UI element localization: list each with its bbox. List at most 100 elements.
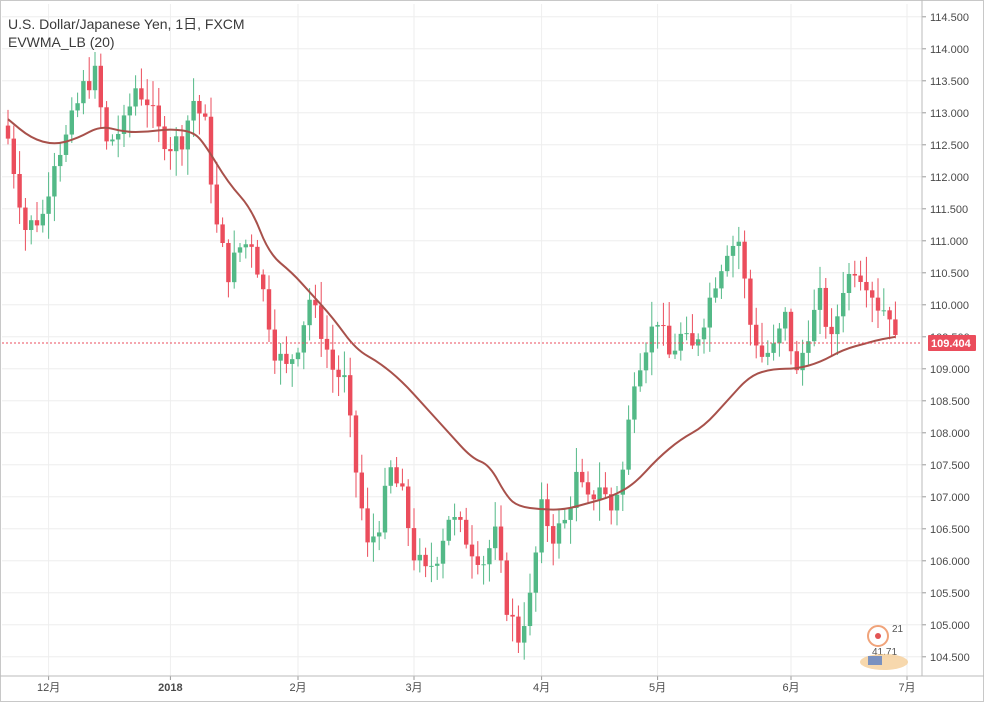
candle-up	[719, 264, 724, 299]
price-tick-label: 112.000	[930, 172, 969, 184]
price-axis[interactable]: 114.500 114.000 113.500 113.000 112.500 112.0…	[921, 0, 970, 676]
candle-up	[69, 97, 74, 143]
candle-down	[411, 508, 417, 571]
candle-up	[672, 333, 678, 360]
candle-down	[179, 125, 185, 166]
candle-down	[551, 514, 556, 566]
price-tick-label: 109.000	[930, 364, 970, 376]
price-tick-label: 113.000	[930, 108, 969, 120]
candle-up	[133, 75, 138, 116]
grid	[2, 4, 922, 676]
candle-down	[748, 269, 753, 346]
time-tick-label: 2月	[289, 682, 306, 694]
candle-down	[516, 605, 521, 654]
candle-down	[359, 454, 364, 521]
candle-down	[208, 97, 214, 204]
candle-down	[11, 125, 16, 189]
price-tick-label: 105.000	[930, 620, 970, 632]
candle-up	[841, 271, 846, 333]
candle-down	[580, 458, 585, 488]
candle-down	[870, 281, 875, 323]
candle-down	[139, 68, 144, 106]
time-axis[interactable]: 12月 2018 2月 3月 4月 5月 6月 7月	[0, 675, 984, 694]
price-tick-label: 113.500	[930, 76, 969, 88]
candle-up	[736, 226, 741, 270]
candle-up	[307, 288, 312, 341]
candle-up	[377, 520, 382, 551]
candle-up	[539, 482, 544, 564]
candle-up	[75, 92, 80, 118]
candle-down	[220, 217, 225, 248]
candle-down	[23, 198, 28, 251]
candle-down	[498, 505, 504, 573]
candle-up	[481, 555, 486, 585]
candle-up	[597, 462, 602, 521]
candle-down	[864, 256, 869, 308]
candle-up	[58, 142, 63, 182]
badge-icon: 21 41.71	[860, 624, 908, 670]
candle-up	[730, 235, 736, 278]
candle-down	[17, 151, 22, 224]
time-tick-label: 12月	[37, 682, 60, 694]
candle-up	[243, 239, 248, 259]
candle-down	[98, 53, 103, 128]
candle-down	[261, 269, 266, 302]
candle-up	[446, 515, 451, 546]
price-tick-label: 107.500	[930, 460, 970, 472]
candle-up	[846, 263, 852, 311]
candle-up	[835, 304, 840, 356]
candle-down	[475, 541, 480, 575]
candle-up	[417, 538, 422, 573]
candle-up	[487, 539, 492, 582]
candle-down	[400, 468, 405, 491]
price-tick-label: 106.000	[930, 556, 970, 568]
price-tick-label: 108.000	[930, 428, 970, 440]
price-tick-label: 107.000	[930, 492, 970, 504]
candle-down	[104, 101, 109, 150]
candle-up	[278, 343, 283, 385]
candle-down	[348, 357, 353, 438]
candle-down	[406, 479, 411, 547]
candle-up	[295, 347, 301, 367]
candle-up	[290, 354, 295, 387]
candle-down	[156, 87, 161, 143]
candle-up	[29, 215, 34, 245]
candle-up	[435, 556, 440, 580]
candle-down	[272, 309, 277, 374]
price-tick-label: 110.500	[930, 268, 969, 280]
candle-down	[197, 94, 202, 135]
candle-down	[585, 471, 591, 504]
time-tick-label: 4月	[533, 682, 550, 694]
candle-up	[92, 52, 98, 99]
candle-down	[823, 278, 828, 339]
candle-up	[556, 508, 562, 559]
candle-down	[423, 547, 428, 578]
candle-up	[127, 93, 132, 138]
candle-down	[603, 472, 608, 499]
candle-up	[429, 542, 434, 583]
candle-up	[620, 461, 625, 512]
candle-down	[162, 116, 167, 161]
candle-up	[301, 321, 306, 370]
candle-up	[881, 288, 886, 316]
last-price-value: 109.404	[931, 338, 972, 350]
last-price-label: 109.404	[928, 334, 976, 351]
candle-down	[591, 490, 596, 511]
candle-up	[626, 405, 631, 475]
candle-down	[458, 511, 463, 533]
candle-up	[632, 372, 637, 434]
candle-down	[284, 336, 289, 374]
legend-indicator[interactable]: EVWMA_LB (20)	[8, 34, 115, 50]
price-tick-label: 114.500	[930, 12, 969, 24]
candle-up	[771, 324, 776, 361]
candle-down	[754, 307, 759, 359]
watermark-line1: 21	[892, 624, 904, 635]
candle-up	[191, 78, 196, 137]
candles	[5, 52, 898, 660]
candle-down	[394, 456, 399, 488]
candle-up	[765, 340, 770, 366]
candle-down	[365, 487, 370, 557]
candle-up	[678, 322, 683, 361]
candle-down	[829, 308, 834, 357]
